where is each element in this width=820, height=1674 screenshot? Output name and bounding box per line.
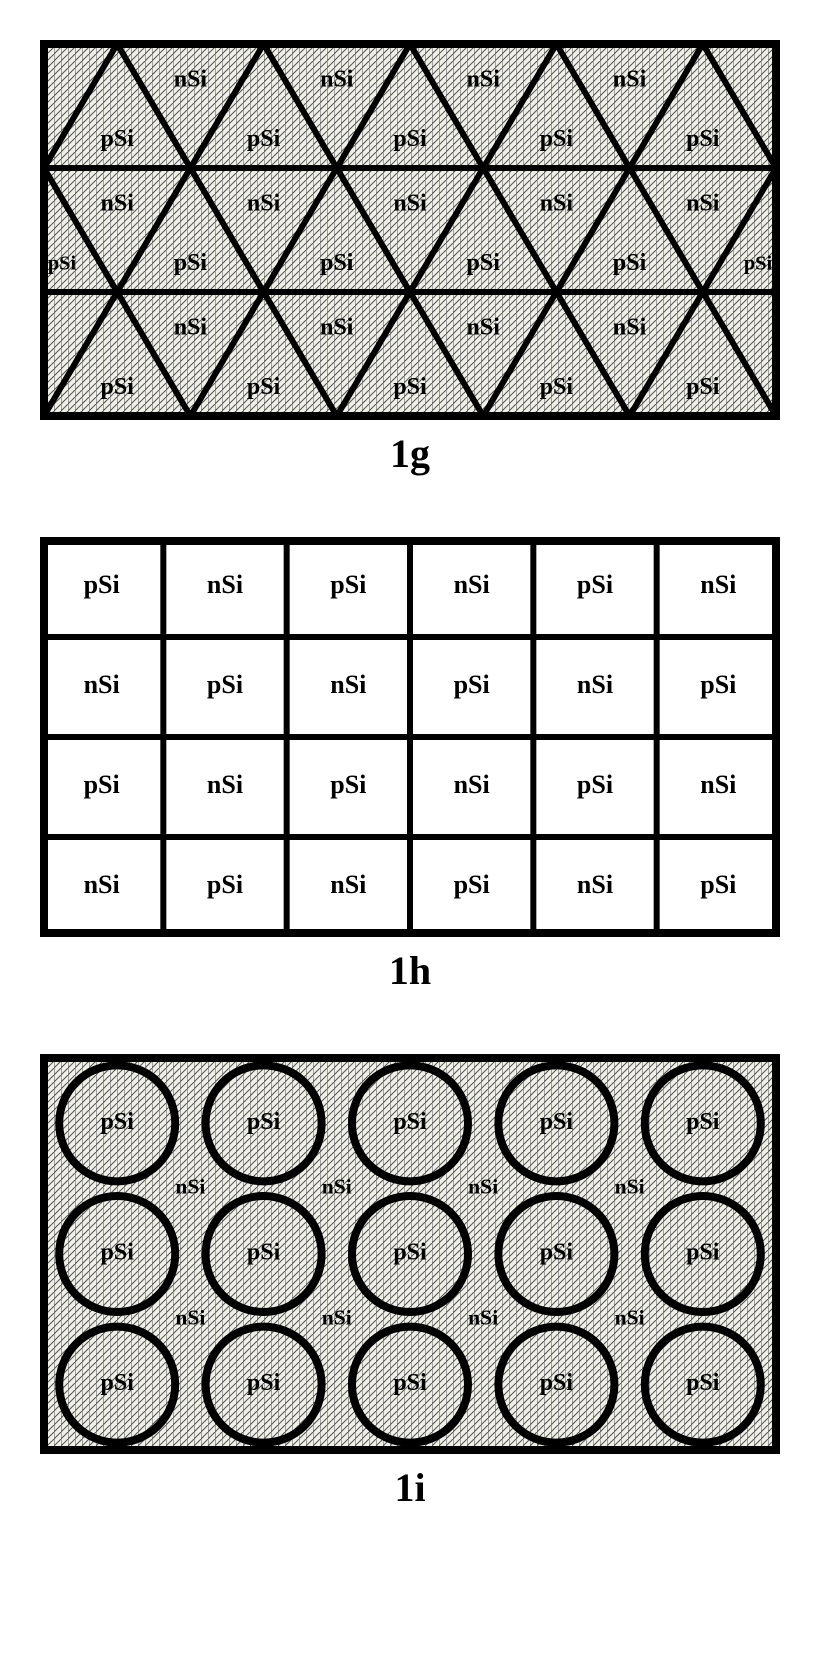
svg-text:nSi: nSi xyxy=(84,670,120,699)
svg-text:pSi: pSi xyxy=(540,126,574,152)
svg-text:pSi: pSi xyxy=(174,250,208,276)
svg-text:nSi: nSi xyxy=(330,670,366,699)
svg-text:pSi: pSi xyxy=(48,252,77,274)
svg-text:pSi: pSi xyxy=(101,1370,135,1396)
caption-1g: 1g xyxy=(390,430,430,477)
svg-text:pSi: pSi xyxy=(577,770,613,799)
svg-text:pSi: pSi xyxy=(101,126,135,152)
svg-text:pSi: pSi xyxy=(700,670,736,699)
svg-text:nSi: nSi xyxy=(615,1305,645,1329)
svg-text:pSi: pSi xyxy=(101,1240,135,1266)
svg-text:pSi: pSi xyxy=(686,1370,720,1396)
svg-text:nSi: nSi xyxy=(467,67,501,93)
svg-text:pSi: pSi xyxy=(540,1370,574,1396)
svg-text:pSi: pSi xyxy=(467,250,501,276)
svg-text:pSi: pSi xyxy=(247,1370,281,1396)
diagram-1g: pSi nSi pSi nSi pSi nSi pSi nSi pSi pSi nSi pSi nSi p… xyxy=(40,40,780,420)
svg-text:nSi: nSi xyxy=(686,191,720,217)
svg-text:pSi: pSi xyxy=(686,126,720,152)
diagram-1i: pSi pSi pSi pSi pSi pSi pSi pSi pSi pSi pSi pSi pSi p… xyxy=(40,1054,780,1454)
svg-text:nSi: nSi xyxy=(322,1305,352,1329)
svg-text:nSi: nSi xyxy=(101,191,135,217)
svg-text:nSi: nSi xyxy=(467,315,501,341)
svg-text:pSi: pSi xyxy=(207,870,243,899)
svg-text:pSi: pSi xyxy=(540,374,574,400)
svg-text:nSi: nSi xyxy=(540,191,574,217)
svg-text:nSi: nSi xyxy=(577,670,613,699)
svg-text:nSi: nSi xyxy=(322,1175,352,1199)
svg-text:pSi: pSi xyxy=(393,126,427,152)
svg-text:pSi: pSi xyxy=(393,1109,427,1135)
svg-text:pSi: pSi xyxy=(207,670,243,699)
svg-text:nSi: nSi xyxy=(613,67,647,93)
svg-text:nSi: nSi xyxy=(330,870,366,899)
svg-text:pSi: pSi xyxy=(247,126,281,152)
svg-text:pSi: pSi xyxy=(101,1109,135,1135)
svg-text:nSi: nSi xyxy=(84,870,120,899)
svg-text:pSi: pSi xyxy=(454,870,490,899)
svg-text:nSi: nSi xyxy=(393,191,427,217)
svg-text:pSi: pSi xyxy=(577,570,613,599)
svg-text:pSi: pSi xyxy=(330,570,366,599)
svg-text:nSi: nSi xyxy=(320,315,354,341)
svg-text:pSi: pSi xyxy=(247,374,281,400)
svg-text:pSi: pSi xyxy=(700,870,736,899)
svg-text:nSi: nSi xyxy=(577,870,613,899)
svg-text:nSi: nSi xyxy=(700,770,736,799)
svg-text:pSi: pSi xyxy=(320,250,354,276)
caption-1h: 1h xyxy=(389,947,431,994)
svg-text:pSi: pSi xyxy=(686,1109,720,1135)
svg-text:nSi: nSi xyxy=(468,1305,498,1329)
svg-text:pSi: pSi xyxy=(84,570,120,599)
svg-text:pSi: pSi xyxy=(540,1240,574,1266)
svg-text:nSi: nSi xyxy=(174,67,208,93)
svg-text:nSi: nSi xyxy=(454,570,490,599)
svg-text:pSi: pSi xyxy=(247,1109,281,1135)
svg-text:pSi: pSi xyxy=(540,1109,574,1135)
svg-text:nSi: nSi xyxy=(615,1175,645,1199)
svg-text:nSi: nSi xyxy=(175,1175,205,1199)
svg-text:pSi: pSi xyxy=(393,374,427,400)
svg-text:pSi: pSi xyxy=(393,1370,427,1396)
svg-text:nSi: nSi xyxy=(454,770,490,799)
caption-1i: 1i xyxy=(394,1464,425,1511)
svg-text:pSi: pSi xyxy=(84,770,120,799)
svg-text:nSi: nSi xyxy=(613,315,647,341)
figure-1i: pSi pSi pSi pSi pSi pSi pSi pSi pSi pSi pSi pSi pSi p… xyxy=(40,1054,780,1511)
svg-text:nSi: nSi xyxy=(700,570,736,599)
figure-1g: pSi nSi pSi nSi pSi nSi pSi nSi pSi pSi nSi pSi nSi p… xyxy=(40,40,780,477)
diagram-1h: pSi nSi pSi nSi pSi nSi nSi pSi nSi pSi nSi pSi pSi n… xyxy=(40,537,780,937)
svg-text:nSi: nSi xyxy=(468,1175,498,1199)
svg-text:pSi: pSi xyxy=(686,1240,720,1266)
svg-text:nSi: nSi xyxy=(174,315,208,341)
svg-text:pSi: pSi xyxy=(247,1240,281,1266)
svg-text:pSi: pSi xyxy=(330,770,366,799)
svg-text:nSi: nSi xyxy=(207,770,243,799)
svg-text:nSi: nSi xyxy=(207,570,243,599)
svg-text:nSi: nSi xyxy=(175,1305,205,1329)
svg-text:nSi: nSi xyxy=(247,191,281,217)
svg-text:pSi: pSi xyxy=(744,252,773,274)
svg-text:pSi: pSi xyxy=(101,374,135,400)
svg-text:pSi: pSi xyxy=(454,670,490,699)
svg-text:pSi: pSi xyxy=(393,1240,427,1266)
svg-text:nSi: nSi xyxy=(320,67,354,93)
svg-text:pSi: pSi xyxy=(686,374,720,400)
svg-text:pSi: pSi xyxy=(613,250,647,276)
figure-1h: pSi nSi pSi nSi pSi nSi nSi pSi nSi pSi nSi pSi pSi n… xyxy=(40,537,780,994)
